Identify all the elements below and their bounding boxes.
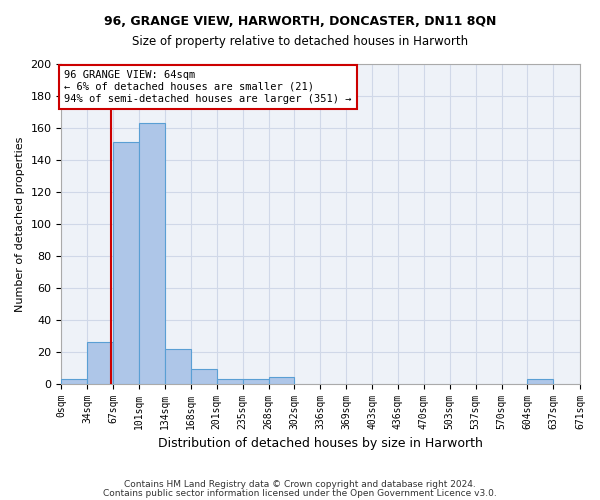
- Bar: [191, 370, 217, 384]
- Text: 96 GRANGE VIEW: 64sqm
← 6% of detached houses are smaller (21)
94% of semi-detac: 96 GRANGE VIEW: 64sqm ← 6% of detached h…: [64, 70, 352, 104]
- Text: Contains HM Land Registry data © Crown copyright and database right 2024.: Contains HM Land Registry data © Crown c…: [124, 480, 476, 489]
- Bar: [139, 123, 165, 384]
- Bar: [165, 348, 191, 384]
- Bar: [269, 378, 295, 384]
- Text: Size of property relative to detached houses in Harworth: Size of property relative to detached ho…: [132, 35, 468, 48]
- Bar: [113, 142, 139, 384]
- Text: Contains public sector information licensed under the Open Government Licence v3: Contains public sector information licen…: [103, 488, 497, 498]
- Bar: [61, 379, 87, 384]
- Bar: [87, 342, 113, 384]
- Bar: [242, 379, 269, 384]
- Text: 96, GRANGE VIEW, HARWORTH, DONCASTER, DN11 8QN: 96, GRANGE VIEW, HARWORTH, DONCASTER, DN…: [104, 15, 496, 28]
- X-axis label: Distribution of detached houses by size in Harworth: Distribution of detached houses by size …: [158, 437, 483, 450]
- Bar: [217, 379, 242, 384]
- Bar: [527, 379, 553, 384]
- Y-axis label: Number of detached properties: Number of detached properties: [15, 136, 25, 312]
